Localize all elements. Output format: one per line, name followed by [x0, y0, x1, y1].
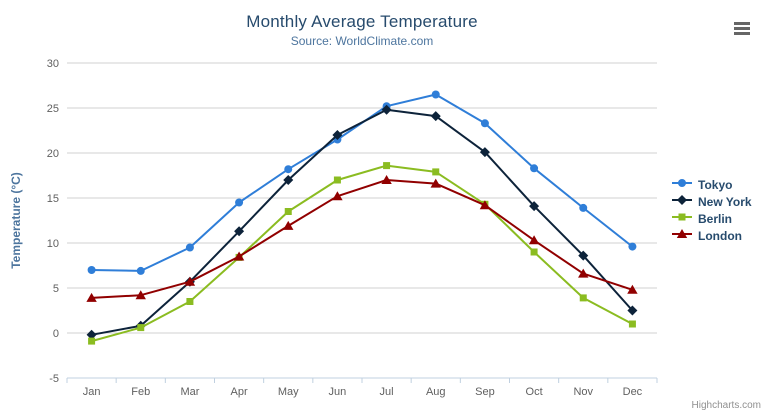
- berlin-series-marker-icon: [671, 210, 693, 228]
- legend-marker-symbol: [678, 178, 686, 187]
- data-point-marker[interactable]: [579, 203, 588, 212]
- data-point-marker[interactable]: [332, 191, 343, 201]
- legend-marker-symbol: [676, 228, 688, 238]
- data-point-marker[interactable]: [479, 200, 491, 210]
- x-axis-tick-label: Mar: [180, 386, 199, 398]
- y-axis-title: Temperature (°C): [9, 172, 23, 269]
- x-axis-tick-label: Dec: [623, 386, 643, 398]
- data-point-marker[interactable]: [431, 90, 440, 99]
- legend-label: Berlin: [698, 211, 733, 226]
- chart-subtitle: Source: WorldClimate.com: [290, 34, 434, 48]
- x-axis-tick-label: Sep: [475, 386, 495, 398]
- legend-label: Tokyo: [698, 177, 733, 192]
- hamburger-bar: [734, 22, 750, 25]
- legend: Tokyo New York Berlin London: [671, 176, 752, 244]
- y-axis-tick-label: 15: [47, 193, 59, 205]
- data-point-marker[interactable]: [627, 305, 638, 316]
- data-point-marker[interactable]: [381, 175, 392, 184]
- legend-marker-symbol: [678, 213, 686, 220]
- data-point-marker[interactable]: [383, 162, 391, 170]
- data-point-marker[interactable]: [332, 130, 343, 140]
- data-point-marker[interactable]: [136, 266, 145, 275]
- data-point-marker[interactable]: [430, 178, 441, 188]
- series-tokyo[interactable]: [87, 90, 637, 275]
- y-axis-tick-label: 0: [53, 328, 59, 340]
- data-point-marker[interactable]: [479, 147, 490, 158]
- data-point-marker[interactable]: [185, 243, 194, 252]
- data-point-marker[interactable]: [628, 242, 637, 251]
- data-point-marker[interactable]: [284, 165, 293, 174]
- legend-item-london[interactable]: London: [671, 227, 752, 244]
- y-axis-tick-label: 25: [47, 103, 59, 115]
- data-point-marker[interactable]: [530, 164, 539, 173]
- x-axis-tick-label: Apr: [231, 386, 248, 398]
- x-axis-tick-label: May: [278, 386, 299, 398]
- x-axis-tick-label: Oct: [526, 386, 543, 398]
- chart-title: Monthly Average Temperature: [246, 12, 478, 31]
- data-point-marker[interactable]: [628, 320, 636, 328]
- x-axis-tick-label: Jun: [329, 386, 347, 398]
- data-point-marker[interactable]: [381, 104, 392, 115]
- y-axis-tick-label: -5: [49, 373, 59, 385]
- series-line[interactable]: [90, 179, 634, 299]
- series-line[interactable]: [90, 108, 634, 336]
- data-point-marker[interactable]: [135, 290, 146, 300]
- highcharts-credits-link[interactable]: Highcharts.com: [691, 400, 761, 411]
- y-axis-tick-label: 10: [47, 238, 59, 250]
- london-series-marker-icon: [671, 227, 693, 245]
- data-point-marker[interactable]: [86, 329, 97, 340]
- data-point-marker[interactable]: [529, 201, 540, 212]
- data-point-marker[interactable]: [184, 276, 196, 286]
- y-axis-tick-label: 20: [47, 148, 59, 160]
- y-axis-tick-label: 30: [47, 58, 59, 70]
- series-line[interactable]: [90, 93, 634, 272]
- series-new-york[interactable]: [86, 104, 638, 340]
- data-point-marker[interactable]: [480, 119, 489, 128]
- data-point-marker[interactable]: [234, 226, 245, 237]
- data-point-marker[interactable]: [88, 337, 96, 345]
- legend-label: London: [698, 228, 742, 243]
- data-point-marker[interactable]: [528, 235, 540, 245]
- data-point-marker[interactable]: [235, 198, 244, 207]
- data-point-marker[interactable]: [284, 208, 292, 215]
- data-point-marker[interactable]: [627, 284, 638, 294]
- legend-item-tokyo[interactable]: Tokyo: [671, 176, 752, 193]
- data-point-marker[interactable]: [432, 168, 440, 176]
- data-point-marker[interactable]: [530, 248, 538, 256]
- y-axis-tick-label: 5: [53, 283, 59, 295]
- legend-label: New York: [698, 194, 752, 209]
- data-point-marker[interactable]: [283, 220, 294, 230]
- data-point-marker[interactable]: [579, 294, 587, 302]
- legend-marker-symbol: [677, 194, 687, 205]
- hamburger-bar: [734, 27, 750, 30]
- data-point-marker[interactable]: [137, 324, 145, 332]
- x-axis-tick-label: Aug: [426, 386, 446, 398]
- data-point-marker[interactable]: [186, 298, 194, 305]
- data-point-marker[interactable]: [283, 175, 294, 185]
- data-point-marker[interactable]: [430, 111, 441, 122]
- legend-item-berlin[interactable]: Berlin: [671, 210, 752, 227]
- x-axis-tick-label: Jan: [83, 386, 101, 398]
- new-york-series-marker-icon: [671, 193, 693, 211]
- tokyo-series-marker-icon: [671, 176, 693, 194]
- legend-item-new-york[interactable]: New York: [671, 193, 752, 210]
- data-point-marker[interactable]: [86, 292, 97, 302]
- data-point-marker[interactable]: [87, 266, 96, 274]
- data-point-marker[interactable]: [233, 251, 245, 261]
- hamburger-bar: [734, 32, 750, 35]
- series-line[interactable]: [90, 164, 634, 343]
- x-axis-tick-label: Feb: [131, 386, 150, 398]
- export-menu-hamburger-icon[interactable]: [734, 22, 750, 35]
- data-point-marker[interactable]: [578, 268, 589, 278]
- x-axis-tick-label: Nov: [573, 386, 593, 398]
- data-point-marker[interactable]: [333, 176, 341, 184]
- x-axis-tick-label: Jul: [380, 386, 394, 398]
- data-point-marker[interactable]: [578, 250, 589, 261]
- series-london[interactable]: [86, 175, 638, 302]
